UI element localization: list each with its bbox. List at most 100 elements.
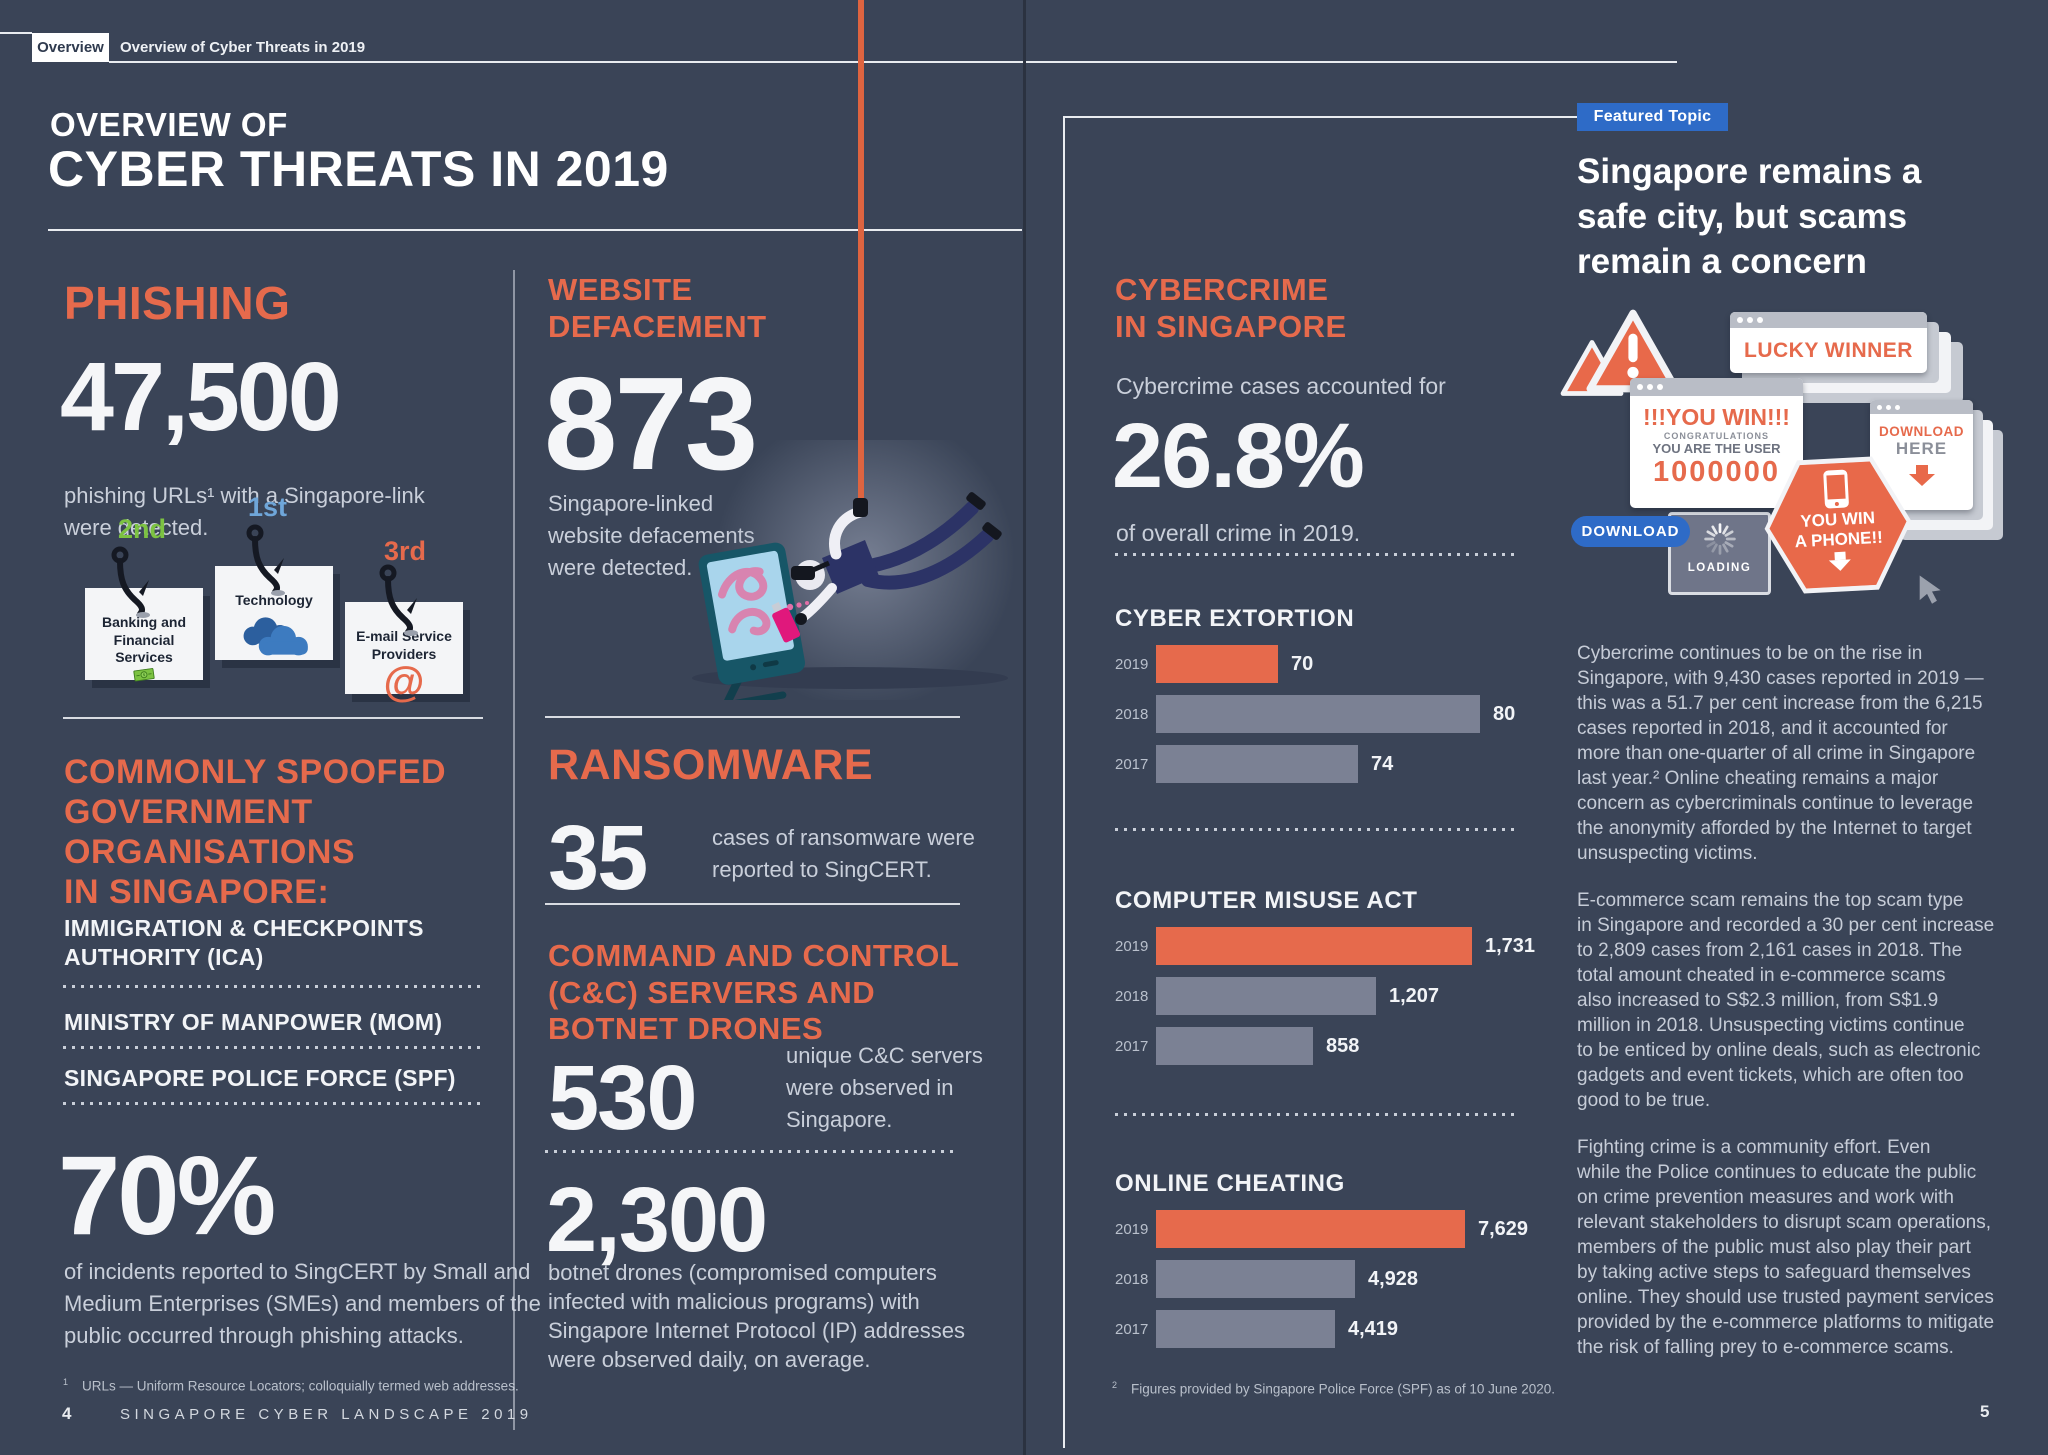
- tab-overview: Overview: [32, 33, 109, 62]
- bar: [1156, 1310, 1335, 1348]
- page-title-line1: OVERVIEW OF: [50, 106, 288, 143]
- chart-row: 2017 858: [1115, 1027, 1555, 1065]
- value-label: 80: [1493, 702, 1516, 725]
- featured-paragraph-1: Cybercrime continues to be on the rise i…: [1577, 643, 1984, 864]
- breadcrumb: Overview of Cyber Threats in 2019: [120, 39, 366, 56]
- you-win-text: !!!YOU WIN!!!: [1643, 404, 1790, 430]
- chart-row: 2017 74: [1115, 745, 1555, 783]
- value-label: 858: [1326, 1034, 1360, 1057]
- loading-text: LOADING: [1687, 562, 1752, 574]
- download-here-line2: HERE: [1895, 439, 1948, 458]
- card-label: Banking and Financial Services: [101, 614, 186, 665]
- loading-spinner-icon: [1703, 523, 1736, 555]
- clouds-icon: [243, 616, 308, 655]
- year-label: 2018: [1115, 705, 1149, 723]
- title-rule: [48, 229, 1022, 231]
- page-number-left: 4: [62, 1404, 72, 1423]
- chart-title: ONLINE CHEATING: [1115, 1170, 1345, 1197]
- dotted-divider: [1115, 553, 1515, 556]
- bar: [1156, 927, 1472, 965]
- phishing-heading: PHISHING: [64, 277, 291, 329]
- banknote-icon: $: [133, 667, 155, 681]
- ransomware-stat: 35: [548, 807, 648, 909]
- bar: [1156, 1210, 1465, 1248]
- window-titlebar: [1730, 312, 1927, 328]
- dotted-divider: [545, 1150, 957, 1153]
- fish-hook-icon: [111, 546, 149, 617]
- bar: [1156, 1260, 1355, 1298]
- badge-label: Featured Topic: [1593, 108, 1712, 125]
- cybercrime-heading: CYBERCRIME IN SINGAPORE: [1115, 272, 1347, 344]
- value-label: 1,207: [1389, 984, 1440, 1007]
- at-sign-icon: @: [383, 658, 425, 705]
- chart-title: COMPUTER MISUSE ACT: [1115, 887, 1418, 914]
- phishing-card-banking: Banking and Financial Services $: [85, 588, 203, 681]
- lucky-winner-popup: LUCKY WINNER: [1730, 312, 1927, 373]
- divider: [545, 903, 960, 905]
- column-divider: [513, 270, 515, 1430]
- footnote-marker: 2: [1112, 1380, 1118, 1390]
- fish-hook-icon: [246, 524, 284, 595]
- top-rule: [109, 61, 1677, 63]
- rope: [858, 0, 864, 448]
- year-label: 2019: [1115, 655, 1149, 673]
- chart-rows: 2019 7,629 2018 4,928 2017 4,419: [1115, 1210, 1555, 1348]
- rank-2nd: 2nd: [118, 514, 167, 544]
- chart-row: 2019 1,731: [1115, 927, 1555, 965]
- down-arrow-icon: [1915, 465, 1928, 474]
- dotted-divider: [63, 985, 483, 988]
- chart-row: 2017 4,419: [1115, 1310, 1555, 1348]
- year-label: 2019: [1115, 1220, 1149, 1238]
- congratulations-text: CONGRATULATIONS: [1663, 431, 1770, 441]
- footnote-text: URLs — Uniform Resource Locators; colloq…: [82, 1378, 519, 1394]
- defacement-hacker-illustration: [692, 440, 1015, 700]
- cursor-icon: [1919, 575, 1941, 604]
- scam-popups-illustration: LUCKY WINNER DOWNLOAD HERE: [1555, 295, 2035, 630]
- chart-row: 2018 1,207: [1115, 977, 1555, 1015]
- page-title-line2: CYBER THREATS IN 2019: [48, 141, 669, 197]
- download-pill-button: DOWNLOAD: [1571, 516, 1690, 547]
- defacement-heading: WEBSITE DEFACEMENT: [548, 272, 767, 344]
- cybercrime-tail: of overall crime in 2019.: [1116, 520, 1361, 546]
- page-gutter: [1023, 0, 1026, 1455]
- cybercrime-lead: Cybercrime cases accounted for: [1116, 373, 1446, 399]
- top-rule-left: [0, 32, 32, 34]
- dotted-divider: [63, 1046, 483, 1049]
- seventy-stat: 70%: [58, 1133, 276, 1258]
- card-label: Technology: [235, 592, 313, 608]
- year-label: 2017: [1115, 755, 1149, 773]
- hook-pierce-mark: [136, 612, 150, 618]
- year-label: 2017: [1115, 1320, 1149, 1338]
- user-number-text: 1000000: [1653, 456, 1780, 488]
- cybercrime-stat: 26.8%: [1112, 405, 1365, 507]
- dotted-divider: [1115, 1113, 1515, 1116]
- lucky-winner-text: LUCKY WINNER: [1744, 338, 1913, 362]
- chart-row: 2019 7,629: [1115, 1210, 1555, 1248]
- featured-paragraph-3: Fighting crime is a community effort. Ev…: [1577, 1137, 1995, 1358]
- featured-body: Cybercrime continues to be on the rise i…: [1577, 641, 2017, 1382]
- window-titlebar: [1870, 400, 1973, 414]
- value-label: 1,731: [1485, 934, 1536, 957]
- footer-title: SINGAPORE CYBER LANDSCAPE 2019: [120, 1406, 533, 1423]
- you-win-a-phone-popup: YOU WIN A PHONE!!: [1765, 458, 1911, 591]
- divider: [63, 717, 483, 719]
- chart-online-cheating: ONLINE CHEATING 2019 7,629 2018 4,928 2017 4,…: [1115, 1170, 1555, 1360]
- card-label: E-mail Service Providers: [356, 628, 452, 662]
- bar: [1156, 645, 1278, 683]
- cnc-heading: COMMAND AND CONTROL (C&C) SERVERS AND BO…: [548, 938, 960, 1047]
- dotted-divider: [1115, 828, 1515, 831]
- hook-pierce-mark: [271, 590, 285, 596]
- tab-label: Overview: [37, 39, 104, 56]
- cnc-servers-caption: unique C&C servers were observed in Sing…: [786, 1043, 983, 1132]
- seventy-caption: of incidents reported to SingCERT by Sma…: [64, 1259, 541, 1348]
- value-label: 7,629: [1478, 1217, 1529, 1240]
- divider: [545, 716, 960, 718]
- value-label: 74: [1371, 752, 1394, 775]
- ransomware-caption: cases of ransomware were reported to Sin…: [712, 825, 975, 882]
- download-here-line1: DOWNLOAD: [1879, 424, 1964, 439]
- footnote-marker: 1: [63, 1377, 69, 1387]
- svg-text:$: $: [143, 671, 147, 676]
- featured-heading: Singapore remains a safe city, but scams…: [1577, 152, 1922, 281]
- rank-3rd: 3rd: [384, 536, 427, 566]
- chart-row: 2018 80: [1115, 695, 1555, 733]
